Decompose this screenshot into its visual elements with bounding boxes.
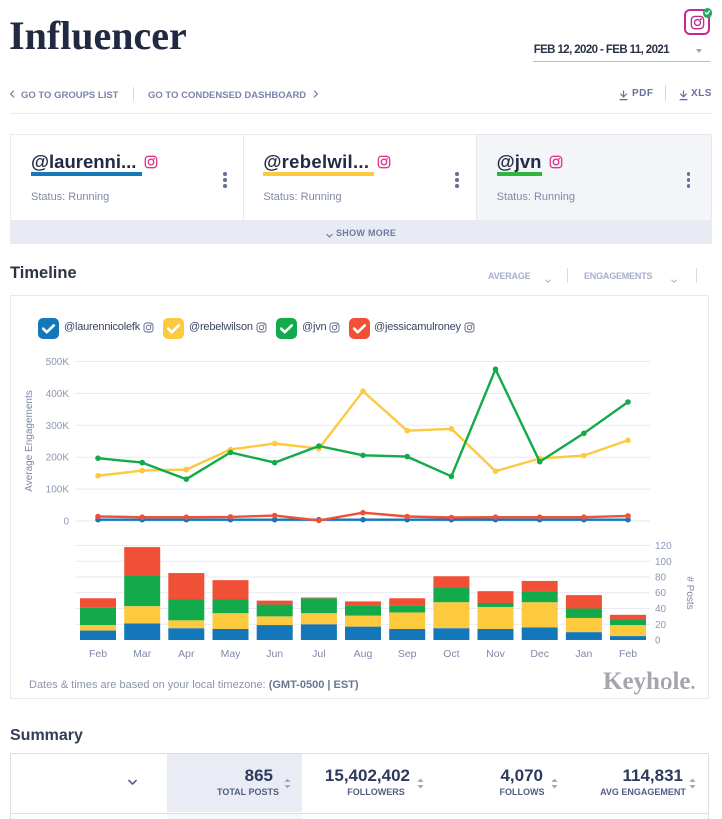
svg-text:60: 60 [655,588,667,599]
svg-text:Sep: Sep [398,648,417,660]
svg-text:100: 100 [655,557,672,568]
svg-text:100K: 100K [46,485,70,496]
svg-text:Jun: Jun [266,648,283,660]
svg-text:0: 0 [655,636,661,647]
svg-text:Feb: Feb [89,648,107,660]
svg-text:Dec: Dec [530,648,549,660]
svg-text:Jan: Jan [575,648,592,660]
svg-text:Nov: Nov [486,648,505,660]
svg-text:500K: 500K [46,357,70,368]
svg-text:Average Engagements: Average Engagements [24,390,35,492]
svg-text:40: 40 [655,604,667,615]
svg-text:Feb: Feb [619,648,637,660]
svg-text:Jul: Jul [312,648,325,660]
svg-text:200K: 200K [46,453,70,464]
svg-text:Aug: Aug [354,648,373,660]
svg-text:# Posts: # Posts [684,576,695,609]
svg-text:20: 20 [655,620,667,631]
svg-text:400K: 400K [46,389,70,400]
svg-text:Mar: Mar [133,648,152,660]
svg-text:300K: 300K [46,421,70,432]
svg-text:80: 80 [655,573,667,584]
svg-text:0: 0 [63,517,69,528]
svg-text:120: 120 [655,541,672,552]
svg-text:Oct: Oct [443,648,459,660]
svg-text:Apr: Apr [178,648,195,660]
svg-text:May: May [221,648,242,660]
